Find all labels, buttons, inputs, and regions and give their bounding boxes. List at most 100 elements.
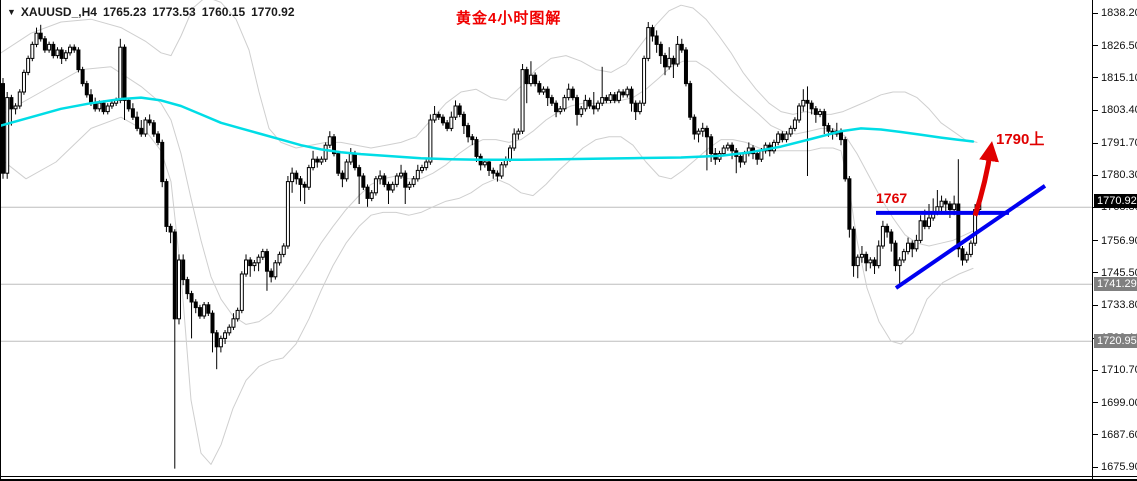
candle-body	[42, 38, 47, 51]
candle-body	[822, 111, 827, 127]
chart-title-annotation[interactable]: 黄金4小时图解	[456, 10, 562, 27]
candle-body	[30, 43, 35, 59]
candle-body	[461, 113, 466, 127]
symbol-ohlc-readout: ▼ XAUUSD_,H4 1765.23 1773.53 1760.15 1770.92	[7, 5, 301, 19]
candle-body	[21, 71, 26, 93]
candle-body	[126, 99, 131, 110]
candle-body	[51, 43, 56, 57]
candles-layer	[1, 22, 982, 469]
candle-body	[273, 262, 278, 278]
candle-body	[361, 175, 366, 188]
candle-body	[449, 116, 454, 129]
candle-body	[193, 301, 198, 309]
candle-body	[964, 253, 969, 261]
candle-body	[801, 99, 806, 107]
candle-body	[512, 133, 517, 149]
candle-body	[587, 99, 592, 107]
open-value: 1765.23	[102, 5, 147, 19]
ascending-trendline[interactable]	[894, 184, 1047, 290]
candle-body	[554, 102, 559, 113]
candle-body	[851, 228, 856, 267]
candle-body	[386, 183, 391, 191]
candle-body	[93, 102, 98, 110]
axis-tick-label: 1756.90	[1093, 234, 1137, 248]
candle-body	[139, 127, 144, 135]
candle-body	[818, 111, 823, 115]
candle-body	[528, 74, 533, 85]
axis-tick-mark	[1093, 402, 1098, 404]
candle-body	[403, 172, 408, 188]
candlestick-chart[interactable]	[1, 0, 1093, 481]
window-bottom-edge	[0, 479, 1137, 481]
candle-body	[864, 253, 869, 264]
candle-body	[474, 139, 479, 157]
candle-body	[910, 242, 915, 250]
candle-body	[537, 83, 542, 93]
candle-body	[357, 167, 362, 177]
candle-body	[244, 259, 249, 275]
candle-body	[625, 88, 630, 96]
candle-body	[755, 153, 760, 160]
candle-body	[290, 172, 295, 183]
candle-body	[541, 88, 546, 93]
candle-body	[277, 253, 282, 264]
axis-tick-label: 1675.90	[1093, 460, 1137, 474]
candle-body	[600, 97, 605, 104]
candle-body	[499, 164, 504, 177]
candle-body	[591, 105, 596, 110]
price-axis[interactable]: 1838.20 1826.50 1815.10 1803.40 1791.70 1780.…	[1092, 0, 1137, 481]
candle-body	[55, 49, 60, 57]
candle-body	[482, 161, 487, 166]
support-level-label[interactable]: 1767	[876, 190, 908, 206]
chevron-down-icon[interactable]: ▼	[7, 7, 16, 17]
candle-body	[440, 116, 445, 124]
chart-area[interactable]: ▼ XAUUSD_,H4 1765.23 1773.53 1760.15 1770.92 …	[0, 0, 1093, 481]
candle-body	[252, 262, 257, 267]
candle-body	[34, 32, 39, 45]
candle-body	[72, 46, 77, 51]
candle-body	[885, 225, 890, 233]
candle-body	[897, 259, 902, 267]
axis-tick-label: 1733.80	[1093, 298, 1137, 312]
candle-body	[332, 136, 337, 155]
axis-tick-label: 1710.70	[1093, 363, 1137, 377]
candle-body	[491, 169, 496, 174]
candle-body	[227, 326, 232, 334]
high-value: 1773.53	[152, 5, 196, 19]
candle-body	[302, 183, 307, 188]
candle-body	[248, 259, 253, 267]
candle-body	[575, 97, 580, 115]
candle-body	[642, 57, 647, 104]
candle-body	[956, 203, 961, 250]
candle-body	[415, 169, 420, 180]
up-arrow[interactable]	[972, 141, 999, 217]
candle-body	[616, 91, 621, 101]
candle-body	[298, 178, 303, 185]
candle-body	[633, 102, 638, 113]
candle-body	[583, 99, 588, 110]
axis-tick-label: 1699.00	[1093, 396, 1137, 410]
candle-body	[352, 153, 357, 169]
target-level-label[interactable]: 1790上	[996, 131, 1045, 148]
candle-body	[457, 105, 462, 115]
candle-body	[533, 74, 538, 85]
candle-body	[629, 88, 634, 104]
candle-body	[776, 133, 781, 143]
candle-body	[566, 88, 571, 99]
close-value: 1770.92	[251, 5, 295, 19]
candle-body	[118, 46, 123, 101]
candle-body	[407, 183, 412, 188]
candle-body	[453, 105, 458, 118]
candle-body	[809, 102, 814, 110]
candle-body	[135, 116, 140, 129]
candle-body	[654, 35, 659, 45]
candle-body	[315, 158, 320, 163]
axis-tick-mark	[1093, 272, 1098, 274]
candle-body	[223, 332, 228, 339]
candle-body	[516, 130, 521, 135]
candle-body	[612, 94, 617, 101]
candle-body	[721, 147, 726, 155]
candle-body	[813, 108, 818, 115]
candle-body	[378, 175, 383, 180]
candle-body	[365, 186, 370, 199]
